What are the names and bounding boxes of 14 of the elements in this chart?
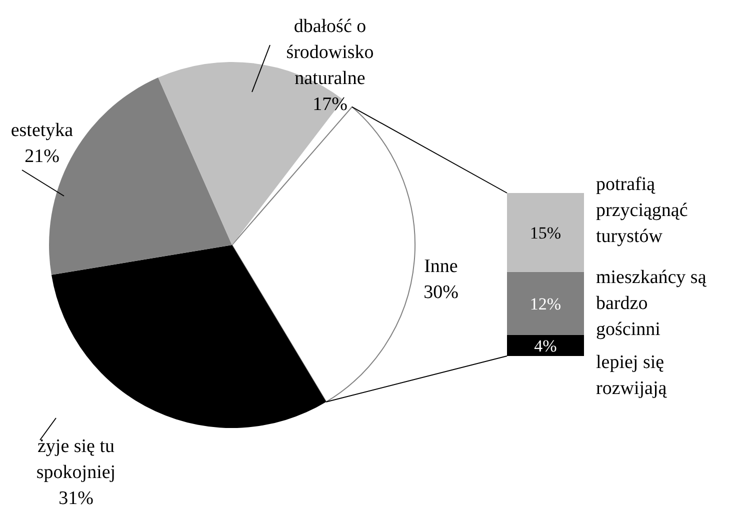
- data-label: 15%: [530, 223, 562, 242]
- series-label: potrafią przyciągnąć turystów: [596, 174, 688, 247]
- data-label: 30%: [424, 282, 459, 303]
- data-label: 12%: [530, 294, 562, 314]
- slice-label: dbałość o środowisko naturalne: [286, 16, 374, 89]
- legend-label: żyje się tu spokojniej: [36, 436, 116, 483]
- data-label: 21%: [24, 146, 60, 167]
- series-label: lepiej się rozwijają: [596, 352, 668, 399]
- slice-label: Inne: [424, 256, 458, 277]
- series-label: mieszkańcy są bardzo gościnni: [596, 267, 707, 340]
- slice-label: estetyka: [10, 120, 74, 141]
- data-label: 4%: [534, 336, 557, 356]
- data-label: 17%: [312, 94, 348, 115]
- data-label: 31%: [58, 488, 94, 509]
